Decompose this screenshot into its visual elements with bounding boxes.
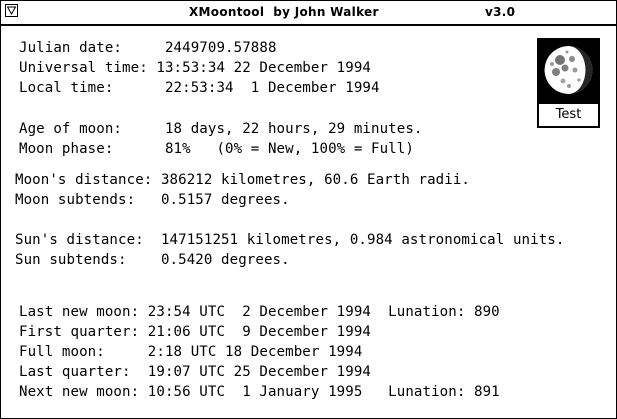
julian-date-line: Julian date: 2449709.57888: [19, 40, 277, 56]
last-quarter-line: Last quarter: 19:07 UTC 25 December 1994: [19, 364, 371, 380]
sun-distance-line: Sun's distance: 147151251 kilometres, 0.…: [15, 232, 565, 248]
sun-subtends-line: Sun subtends: 0.5420 degrees.: [15, 252, 290, 268]
moon-icon-panel[interactable]: Test: [537, 38, 600, 128]
window-menu-button[interactable]: [5, 4, 18, 17]
last-new-moon-line: Last new moon: 23:54 UTC 2 December 1994…: [19, 304, 500, 320]
moon-phase-image: [539, 40, 598, 102]
version-label: v3.0: [485, 5, 516, 19]
full-moon-line: Full moon: 2:18 UTC 18 December 1994: [19, 344, 363, 360]
first-quarter-line: First quarter: 21:06 UTC 9 December 1994: [19, 324, 371, 340]
moon-distance-line: Moon's distance: 386212 kilometres, 60.6…: [15, 172, 471, 188]
moon-icon-label: Test: [539, 102, 598, 126]
title-bar[interactable]: XMoontool by John Walker v3.0: [1, 1, 616, 26]
local-time-line: Local time: 22:53:34 1 December 1994: [19, 80, 380, 96]
triangle-down-icon: [7, 6, 16, 15]
window-title: XMoontool by John Walker: [189, 5, 379, 19]
moon-age-line: Age of moon: 18 days, 22 hours, 29 minut…: [19, 121, 423, 137]
universal-time-line: Universal time: 13:53:34 22 December 199…: [19, 60, 371, 76]
moon-phase-line: Moon phase: 81% (0% = New, 100% = Full): [19, 141, 414, 157]
moon-icon: [539, 40, 598, 102]
moon-subtends-line: Moon subtends: 0.5157 degrees.: [15, 192, 290, 208]
next-new-moon-line: Next new moon: 10:56 UTC 1 January 1995 …: [19, 384, 500, 400]
